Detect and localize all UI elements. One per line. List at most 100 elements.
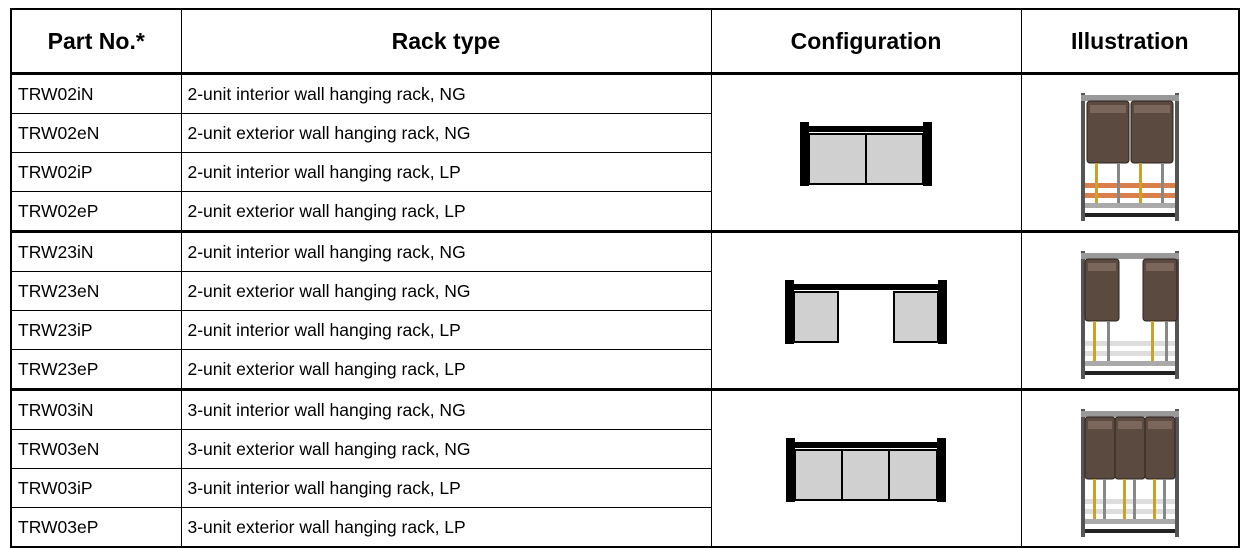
drawing-part [937,437,946,502]
drawing-part [1130,100,1174,163]
rack-type: 2-unit interior wall hanging rack, LP [180,310,712,350]
drawing-part [1080,410,1179,417]
drawing-part [800,121,809,186]
illustration [1080,92,1179,221]
header-cell: Part No.* [10,8,182,75]
drawing-part [1106,320,1110,361]
drawing-part [1084,182,1175,188]
rack-type: 3-unit interior wall hanging rack, NG [180,388,712,430]
drawing-part [1117,420,1142,429]
table-row: TRW03eP 3-unit exterior wall hanging rack… [10,507,1239,548]
drawing-part [841,448,890,501]
illustration-cell [1020,388,1240,548]
drawing-part [1084,508,1175,514]
drawing-part [1080,252,1179,259]
drawing-part [923,121,932,186]
table-row: TRW03iN 3-unit interior wall hanging rack… [10,388,1240,548]
drawing-part [1132,478,1136,519]
drawing-part [1084,212,1175,217]
configuration-cell [710,388,1022,548]
drawing-part [793,290,839,343]
drawing-part [1094,162,1098,203]
part-number: TRW23eP [10,349,182,390]
drawing-part [1164,320,1168,361]
drawing-part [800,125,932,132]
table-row: TRW23iN 2-unit interior wall hanging rack… [10,230,1240,390]
rack-type: 2-unit interior wall hanging rack, LP [180,152,712,192]
drawing-part [1150,320,1154,361]
drawing-part [786,437,795,502]
header-row: Part No.* Rack type Configuration Illustrat… [10,8,1240,75]
config-diagram [785,279,947,344]
drawing-part [1174,408,1179,537]
drawing-part [1102,478,1106,519]
drawing-part [1138,162,1142,203]
part-number: TRW02eN [10,113,182,153]
table-body: TRW02iN 2-unit interior wall hanging rack… [10,73,1240,548]
table-row: TRW03iP 3-unit interior wall hanging rack… [10,468,1239,508]
table-row: TRW23eP 2-unit exterior wall hanging rack… [10,349,1239,390]
config-diagram [800,121,932,186]
drawing-part [1092,478,1096,519]
table-row: TRW23iP 2-unit interior wall hanging rack… [10,310,1239,350]
rack-type: 2-unit exterior wall hanging rack, LP [180,349,712,390]
header-cell: Illustration [1020,8,1240,75]
rack-table: Part No.* Rack type Configuration Illustrat… [10,8,1240,548]
drawing-part [1160,162,1164,203]
drawing-part [888,448,938,501]
table-row: TRW02iP 2-unit interior wall hanging rack… [10,152,1239,192]
drawing-part [1080,408,1085,537]
illustration [1080,408,1179,537]
drawing-part [786,441,946,448]
drawing-part [1086,100,1130,163]
drawing-part [1089,104,1126,113]
part-number: TRW02iN [10,73,182,114]
rack-type: 3-unit exterior wall hanging rack, NG [180,429,712,469]
part-number: TRW23iN [10,230,182,272]
drawing-part [1084,528,1175,533]
drawing-part [785,279,794,344]
drawing-part [1084,340,1175,346]
drawing-part [1087,420,1112,429]
rack-type: 2-unit interior wall hanging rack, NG [180,73,712,114]
rack-type: 2-unit interior wall hanging rack, NG [180,230,712,272]
illustration-cell [1020,73,1240,232]
drawing-part [1174,92,1179,221]
drawing-part [1116,162,1120,203]
drawing-part [1084,370,1175,375]
rack-type: 2-unit exterior wall hanging rack, NG [180,113,712,153]
drawing-part [1122,478,1126,519]
part-number: TRW03eP [10,507,182,548]
drawing-part [1087,262,1116,271]
rack-type: 2-unit exterior wall hanging rack, NG [180,271,712,311]
part-number: TRW02iP [10,152,182,192]
drawing-part [1084,350,1175,356]
drawing-part [893,290,939,343]
drawing-part [808,132,867,185]
drawing-part [1084,258,1120,321]
part-number: TRW02eP [10,191,182,232]
part-number: TRW03eN [10,429,182,469]
drawing-part [1133,104,1170,113]
rack-type: 2-unit exterior wall hanging rack, LP [180,191,712,232]
drawing-part [1084,518,1175,524]
header-cell: Configuration [710,8,1022,75]
drawing-part [1080,94,1179,101]
drawing-part [1080,92,1085,221]
table-row: TRW02iN 2-unit interior wall hanging rack… [10,73,1240,232]
drawing-part [1144,416,1176,479]
drawing-part [794,448,843,501]
drawing-part [1080,250,1085,379]
drawing-part [938,279,947,344]
table-row: TRW23eN 2-unit exterior wall hanging rack… [10,271,1239,311]
drawing-part [1084,360,1175,366]
illustration [1080,250,1179,379]
drawing-part [1084,498,1175,504]
drawing-part [1084,192,1175,198]
rack-type: 3-unit exterior wall hanging rack, LP [180,507,712,548]
part-number: TRW23iP [10,310,182,350]
config-diagram [786,437,946,502]
part-number: TRW03iP [10,468,182,508]
drawing-part [1142,258,1178,321]
